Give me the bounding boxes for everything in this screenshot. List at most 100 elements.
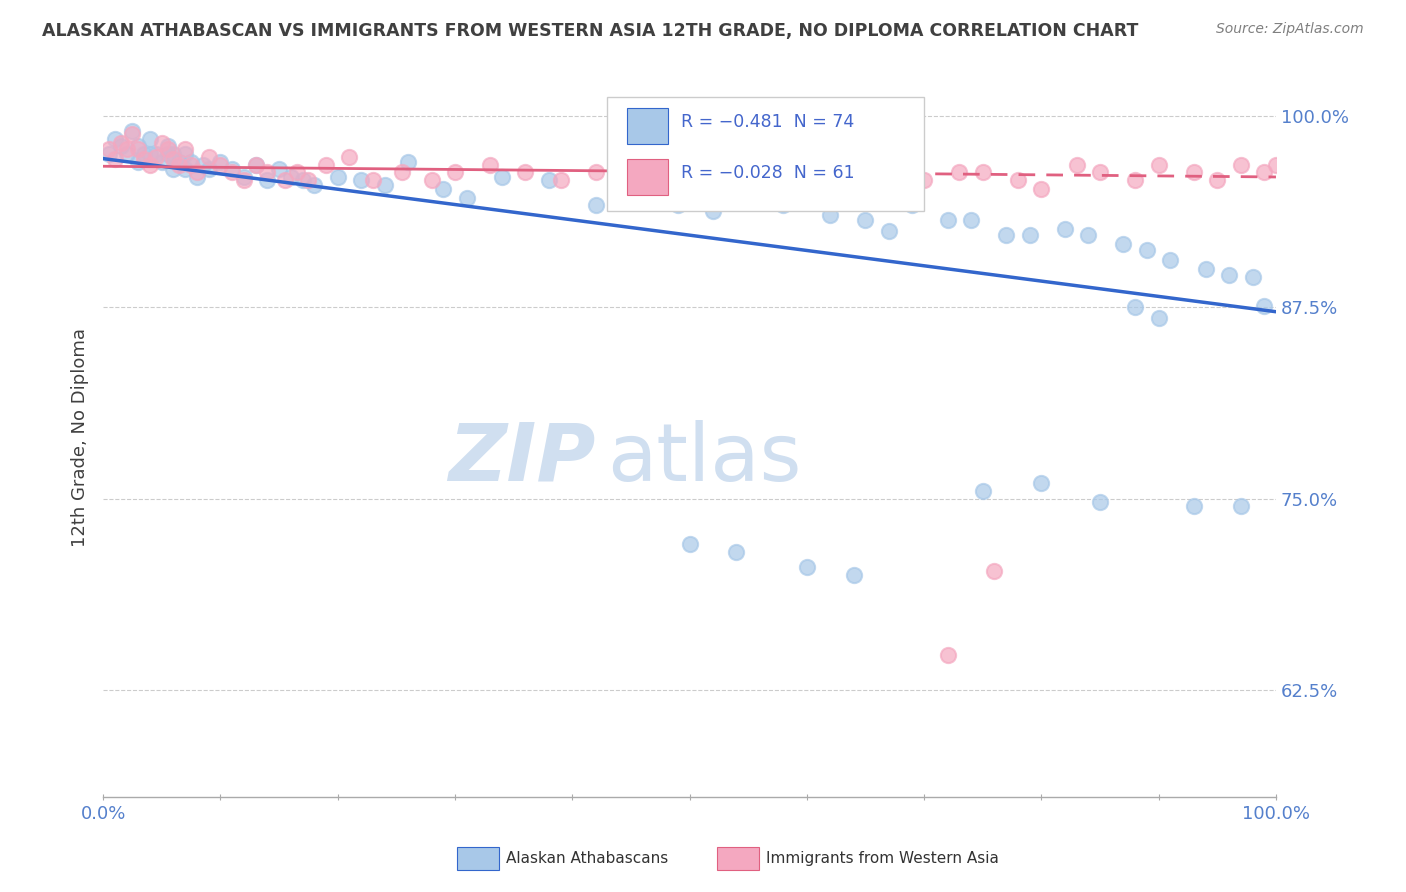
Point [221,162,243,177]
Point [1123,173,1146,187]
Point [983,564,1005,578]
Point [127,143,149,157]
Point [139,131,162,145]
Point [145,150,167,164]
Point [960,212,983,227]
Point [1053,222,1076,236]
Point [796,560,818,574]
Point [221,165,243,179]
Point [585,165,607,179]
Point [291,173,314,187]
Point [150,154,173,169]
Point [104,131,127,145]
Point [174,147,197,161]
Point [1218,268,1240,282]
Point [232,173,254,187]
Point [162,147,184,161]
Point [948,165,970,179]
Point [256,165,278,179]
Point [121,124,143,138]
Point [725,545,748,559]
Text: ZIP: ZIP [449,420,596,498]
Text: atlas: atlas [607,420,801,498]
Point [972,483,994,498]
Point [491,169,513,184]
Point [972,165,994,179]
Point [1018,228,1040,243]
Text: Immigrants from Western Asia: Immigrants from Western Asia [766,851,1000,865]
Point [350,173,373,187]
Point [104,152,127,166]
Point [1136,244,1159,258]
Point [139,158,162,172]
Text: R = −0.481  N = 74: R = −0.481 N = 74 [682,113,855,131]
Point [315,158,337,172]
Point [245,158,267,172]
Point [134,152,156,166]
Point [374,178,396,192]
Point [737,165,759,179]
Point [232,169,254,184]
Point [162,152,184,166]
Point [274,173,297,187]
Point [121,127,143,141]
Point [831,165,853,179]
Point [1229,158,1251,172]
Point [1253,299,1275,313]
Point [1088,494,1111,508]
Point [1123,300,1146,314]
Point [98,143,121,157]
Point [285,165,308,179]
Point [737,182,759,196]
Point [197,162,219,177]
Point [842,568,865,582]
FancyBboxPatch shape [607,97,924,211]
Point [127,154,149,169]
Point [1253,165,1275,179]
Point [432,182,454,196]
Point [620,173,643,187]
Point [936,648,959,662]
Point [1241,269,1264,284]
Point [796,158,818,172]
Point [772,173,794,187]
Point [1265,158,1288,172]
Point [209,158,232,172]
Text: ALASKAN ATHABASCAN VS IMMIGRANTS FROM WESTERN ASIA 12TH GRADE, NO DIPLOMA CORREL: ALASKAN ATHABASCAN VS IMMIGRANTS FROM WE… [42,22,1139,40]
Point [877,223,900,237]
Point [180,154,202,169]
Point [245,158,267,172]
Point [162,162,184,177]
Point [585,197,607,211]
Point [180,158,202,172]
Point [456,191,478,205]
Point [209,154,232,169]
Point [1066,158,1088,172]
Point [1077,228,1099,243]
Point [302,178,325,192]
Point [326,169,349,184]
Point [1007,173,1029,187]
Text: Source: ZipAtlas.com: Source: ZipAtlas.com [1216,22,1364,37]
Point [855,212,877,227]
Point [98,147,121,161]
Point [631,176,654,190]
Point [174,162,197,177]
Point [995,228,1018,243]
Point [1112,237,1135,252]
Point [197,150,219,164]
Point [666,197,689,211]
Point [169,154,191,169]
Point [1031,476,1053,491]
Text: Alaskan Athabascans: Alaskan Athabascans [506,851,668,865]
Point [110,139,132,153]
Point [115,143,138,157]
Point [655,158,678,172]
Point [1206,173,1229,187]
Point [820,208,842,222]
Point [1147,310,1170,325]
Point [396,154,419,169]
Point [139,147,162,161]
Point [537,173,560,187]
Point [702,203,724,218]
